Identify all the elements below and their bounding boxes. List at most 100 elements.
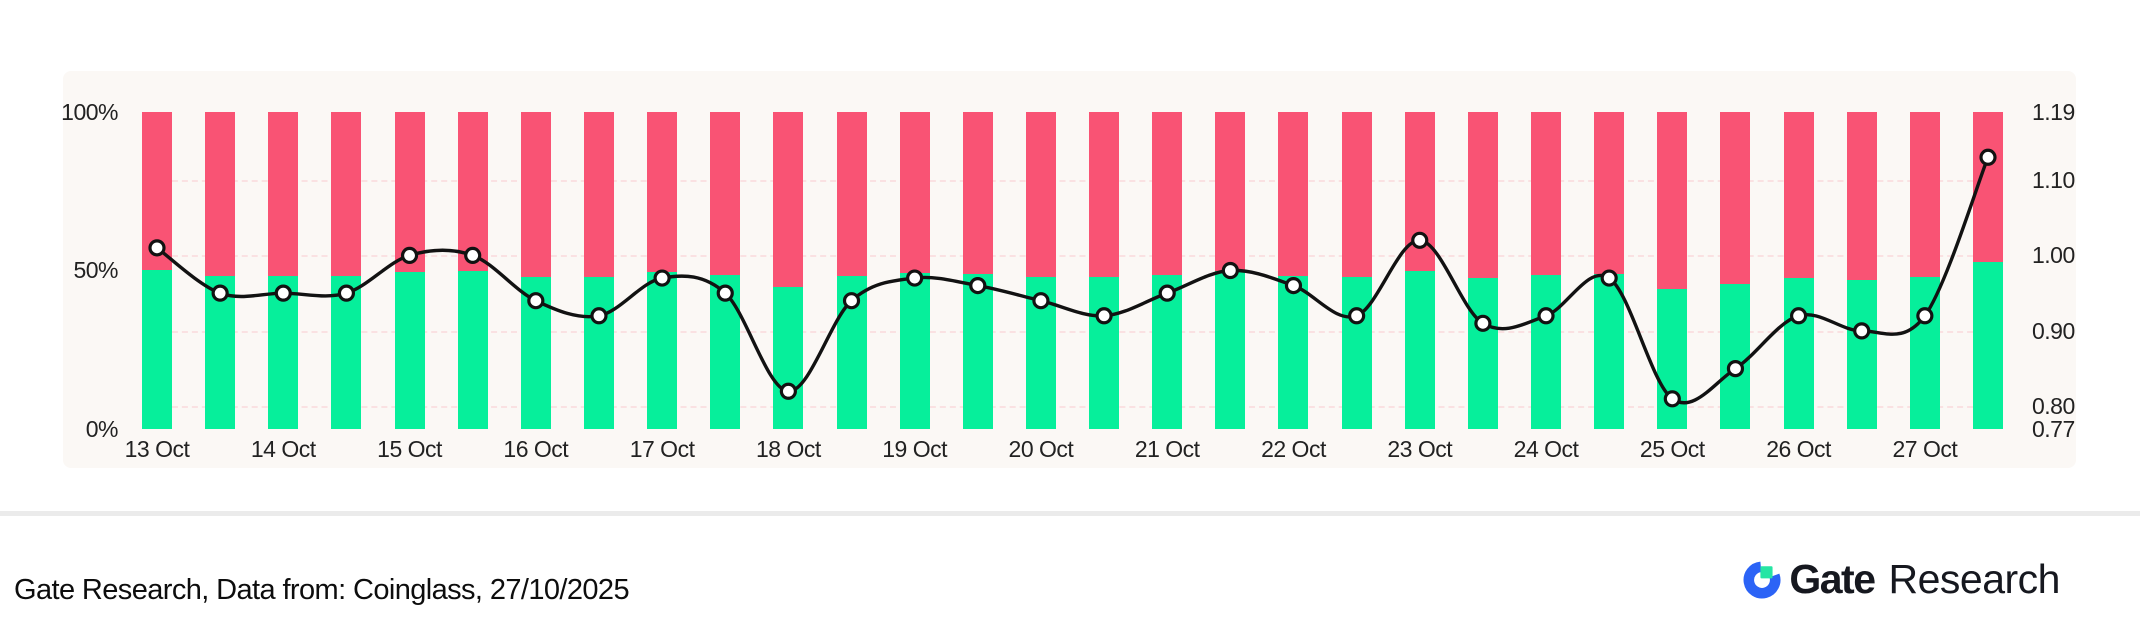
bar-column-23: [1594, 112, 1625, 429]
bar-green-segment: [394, 271, 425, 429]
bar-column-17: [1215, 112, 1246, 429]
bar-pink-segment: [520, 112, 551, 277]
bar-pink-segment: [1467, 112, 1498, 279]
x-axis-tick-21-Oct: 21 Oct: [1134, 436, 1200, 462]
bar-column-13: [962, 112, 993, 429]
right-axis-tick-0.77: 0.77: [2032, 416, 2075, 442]
x-axis-tick-26-Oct: 26 Oct: [1766, 436, 1831, 462]
line-marker-15: [1095, 307, 1113, 325]
ratio-line-path: [155, 156, 1990, 405]
bar-column-18: [1278, 112, 1309, 429]
x-axis-tick-13-Oct: 13 Oct: [124, 436, 190, 462]
bar-green-segment: [1089, 277, 1120, 429]
bar-pink-segment: [647, 112, 678, 273]
bar-green-segment: [1594, 273, 1625, 429]
bar-column-11: [836, 112, 867, 429]
line-marker-13: [969, 276, 987, 295]
line-marker-17: [1221, 261, 1239, 280]
bar-column-7: [583, 112, 614, 429]
bar-green-segment: [773, 287, 804, 429]
bar-green-segment: [647, 272, 678, 429]
bar-column-5: [457, 112, 488, 429]
logo-text-gate: Gate: [1789, 556, 1876, 602]
gate-research-logo: Gate Research: [1743, 556, 2061, 603]
bar-pink-segment: [394, 112, 425, 272]
x-axis-tick-23-Oct: 23 Oct: [1387, 436, 1453, 462]
x-axis-tick-22-Oct: 22 Oct: [1261, 436, 1326, 462]
bar-column-26: [1783, 112, 1814, 429]
line-marker-22: [1537, 307, 1555, 325]
bar-green-segment: [1909, 277, 1940, 429]
left-axis-tick-100: 100%: [61, 99, 118, 125]
right-axis-tick-0.90: 0.90: [2032, 317, 2075, 344]
ratio-line-chart: [148, 148, 1997, 408]
bar-green-segment: [583, 276, 614, 429]
x-axis-tick-20-Oct: 20 Oct: [1008, 436, 1074, 462]
bar-column-27: [1846, 112, 1877, 429]
bar-pink-segment: [773, 112, 804, 288]
bar-green-segment: [142, 269, 172, 429]
bar-column-25: [1720, 112, 1751, 429]
plot-area: [142, 112, 2003, 429]
bar-pink-segment: [1720, 112, 1751, 285]
line-marker-14: [1032, 292, 1050, 310]
bar-column-28: [1909, 112, 1940, 429]
bar-column-19: [1341, 112, 1372, 429]
gridline-1.1: [142, 179, 2003, 182]
bar-pink-segment: [1089, 112, 1120, 278]
bar-pink-segment: [268, 112, 299, 276]
x-axis-tick-25-Oct: 25 Oct: [1639, 436, 1705, 462]
x-axis-tick-14-Oct: 14 Oct: [250, 436, 316, 462]
logo-text-research: Research: [1888, 556, 2061, 602]
bar-pink-segment: [1341, 112, 1372, 278]
x-axis-tick-18-Oct: 18 Oct: [755, 436, 821, 462]
bar-green-segment: [899, 272, 930, 429]
bar-pink-segment: [1594, 112, 1625, 274]
bar-column-12: [899, 112, 930, 429]
right-axis-tick-0.80: 0.80: [2032, 393, 2075, 420]
line-marker-2: [274, 284, 292, 302]
line-marker-7: [590, 307, 608, 325]
left-axis-tick-0: 0%: [85, 416, 119, 442]
line-marker-19: [1348, 307, 1366, 325]
bar-pink-segment: [457, 112, 488, 271]
right-axis-tick-1.00: 1.00: [2032, 242, 2075, 269]
line-marker-0: [148, 239, 166, 257]
bar-pink-segment: [1152, 112, 1183, 275]
bar-pink-segment: [1846, 112, 1877, 281]
line-marker-24: [1663, 390, 1681, 408]
x-axis-tick-17-Oct: 17 Oct: [629, 436, 695, 462]
bar-pink-segment: [1025, 112, 1056, 278]
x-axis-tick-15-Oct: 15 Oct: [377, 436, 442, 462]
bar-pink-segment: [962, 112, 993, 274]
bar-green-segment: [1215, 271, 1246, 429]
bar-green-segment: [457, 270, 488, 429]
line-marker-18: [1284, 276, 1303, 295]
bar-column-21: [1467, 112, 1498, 429]
line-marker-5: [464, 246, 482, 265]
line-marker-9: [716, 284, 734, 302]
gate-logo-icon: [1743, 561, 1781, 598]
line-marker-3: [337, 284, 356, 302]
bar-pink-segment: [710, 112, 741, 275]
right-axis-tick-1.19: 1.19: [2032, 99, 2075, 125]
line-marker-21: [1474, 314, 1492, 332]
line-marker-25: [1726, 360, 1745, 378]
line-marker-23: [1600, 269, 1618, 287]
line-marker-12: [906, 269, 924, 287]
bar-green-segment: [1531, 274, 1562, 429]
line-marker-1: [211, 284, 229, 302]
bar-green-segment: [1720, 284, 1751, 429]
gridline-0.8: [142, 406, 2003, 409]
bar-pink-segment: [1783, 112, 1814, 279]
chart-panel: 100% 50% 0% 1.19 1.10 1.00 0.90 0.80 0.77 13 …: [61, 71, 2076, 468]
x-axis-tick-19-Oct: 19 Oct: [882, 436, 948, 462]
line-marker-29: [1979, 148, 1997, 166]
bar-pink-segment: [331, 112, 362, 276]
footer-divider: [0, 511, 2140, 516]
line-marker-28: [1916, 307, 1934, 325]
bar-green-segment: [1783, 278, 1814, 429]
bar-green-segment: [1404, 270, 1435, 429]
bar-column-2: [268, 112, 299, 429]
bar-green-segment: [1973, 261, 2003, 429]
